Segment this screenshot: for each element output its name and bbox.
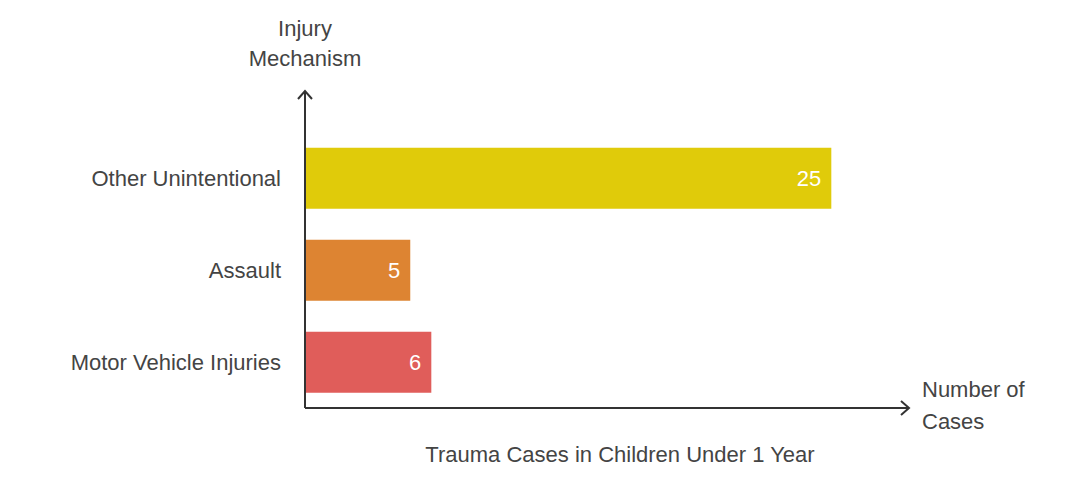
svg-text:Assault: Assault <box>209 258 281 283</box>
svg-text:Other Unintentional: Other Unintentional <box>91 166 281 191</box>
svg-text:6: 6 <box>409 350 421 375</box>
html-text:Number of Cases: Number of Cases <box>922 377 1025 434</box>
html-text:Trauma Cases in Children Under: Trauma Cases in Children Under 1 Year <box>425 442 815 467</box>
svg-text:Motor Vehicle Injuries: Motor Vehicle Injuries <box>71 350 281 375</box>
html-text:Injury Mechanism: Injury Mechanism <box>248 16 362 71</box>
svg-text:5: 5 <box>388 258 400 283</box>
svg-text:25: 25 <box>797 166 821 191</box>
